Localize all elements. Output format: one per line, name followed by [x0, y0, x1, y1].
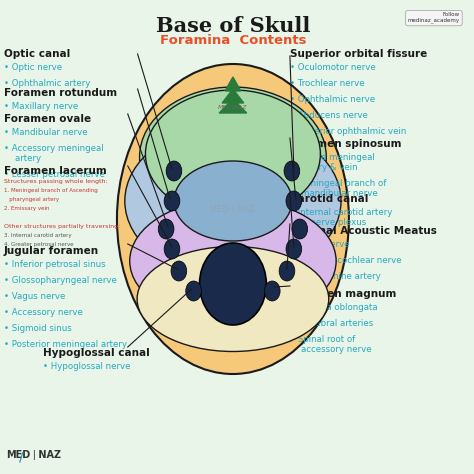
Text: Foramen spinosum: Foramen spinosum: [290, 139, 401, 149]
Ellipse shape: [166, 161, 182, 181]
Text: • Ophthalmic artery: • Ophthalmic artery: [4, 79, 91, 88]
Text: Foramina  Contents: Foramina Contents: [160, 34, 306, 47]
Text: & nerve plexus: & nerve plexus: [290, 218, 366, 227]
Ellipse shape: [164, 239, 180, 259]
Text: • Ophthalmic nerve: • Ophthalmic nerve: [290, 95, 375, 104]
Text: • Superior ophthalmic vein: • Superior ophthalmic vein: [290, 127, 406, 136]
Text: • Vagus nerve: • Vagus nerve: [4, 292, 65, 301]
Text: • Mandibular nerve: • Mandibular nerve: [4, 128, 88, 137]
Text: pharyngeal artery: pharyngeal artery: [4, 197, 59, 202]
Text: Structures passing whole length:: Structures passing whole length:: [4, 179, 108, 184]
Text: • Internal carotid artery: • Internal carotid artery: [290, 208, 392, 217]
Text: • Middle meningeal: • Middle meningeal: [290, 153, 374, 162]
Text: MED | NAZ: MED | NAZ: [210, 204, 255, 213]
Text: /: /: [19, 451, 24, 464]
Ellipse shape: [286, 191, 302, 211]
Text: Optic canal: Optic canal: [4, 49, 70, 59]
Text: accessory nerve: accessory nerve: [290, 345, 372, 354]
Text: • Accessory meningeal: • Accessory meningeal: [4, 144, 103, 153]
Text: mandibular nerve: mandibular nerve: [290, 189, 378, 198]
Text: • Sigmoid sinus: • Sigmoid sinus: [4, 324, 72, 333]
Polygon shape: [222, 89, 244, 103]
Text: MED❘NAZ: MED❘NAZ: [6, 450, 61, 460]
Text: Superior orbital fissure: Superior orbital fissure: [290, 49, 427, 59]
Ellipse shape: [125, 124, 341, 279]
Text: Foramen rotundum: Foramen rotundum: [4, 88, 117, 98]
Ellipse shape: [146, 90, 320, 218]
Text: MED|NAZ: MED|NAZ: [218, 104, 248, 110]
Ellipse shape: [164, 191, 180, 211]
Ellipse shape: [139, 87, 326, 227]
Text: • Lesser petrosal nerve: • Lesser petrosal nerve: [4, 170, 105, 179]
Ellipse shape: [130, 199, 336, 323]
Text: Carotid canal: Carotid canal: [290, 194, 368, 204]
Ellipse shape: [137, 246, 329, 352]
Text: • Vestibulocochlear nerve: • Vestibulocochlear nerve: [290, 256, 401, 265]
Ellipse shape: [200, 243, 266, 325]
Text: 2. Emissary vein: 2. Emissary vein: [4, 206, 49, 211]
Text: • Abducens nerve: • Abducens nerve: [290, 111, 368, 120]
Text: • Glossopharyngeal nerve: • Glossopharyngeal nerve: [4, 276, 117, 285]
Ellipse shape: [171, 261, 187, 281]
Text: • Oculomotor nerve: • Oculomotor nerve: [290, 63, 376, 72]
Ellipse shape: [158, 219, 174, 239]
Text: • Labyrinthine artery: • Labyrinthine artery: [290, 272, 381, 281]
Text: Foramen lacerum: Foramen lacerum: [4, 166, 107, 176]
Text: • Hypoglossal nerve: • Hypoglossal nerve: [43, 362, 131, 371]
Ellipse shape: [186, 281, 201, 301]
Ellipse shape: [174, 161, 292, 241]
Text: Internal Acoustic Meatus: Internal Acoustic Meatus: [290, 226, 437, 236]
Polygon shape: [219, 99, 246, 113]
Text: • Accessory nerve: • Accessory nerve: [4, 308, 83, 317]
Text: 3. Internal carotid artery: 3. Internal carotid artery: [4, 233, 72, 238]
Text: • Trochlear nerve: • Trochlear nerve: [290, 79, 365, 88]
Ellipse shape: [292, 219, 308, 239]
Ellipse shape: [264, 281, 280, 301]
Text: • Vertebral arteries: • Vertebral arteries: [290, 319, 373, 328]
Text: Hypoglossal canal: Hypoglossal canal: [43, 348, 150, 358]
Text: Base of Skull: Base of Skull: [156, 16, 310, 36]
Text: • Posterior meningeal artery: • Posterior meningeal artery: [4, 340, 127, 349]
Text: • Optic nerve: • Optic nerve: [4, 63, 62, 72]
Text: Other structures partially traversing:: Other structures partially traversing:: [4, 224, 120, 229]
Ellipse shape: [117, 64, 349, 374]
Text: 1. Meningeal branch of Ascending: 1. Meningeal branch of Ascending: [4, 188, 98, 193]
Text: • Spinal root of: • Spinal root of: [290, 335, 355, 344]
Text: artery: artery: [4, 154, 41, 163]
Polygon shape: [225, 77, 241, 91]
Text: • Meningeal branch of: • Meningeal branch of: [290, 179, 386, 188]
Text: • Medulla oblongata: • Medulla oblongata: [290, 303, 378, 312]
Text: • Maxillary nerve: • Maxillary nerve: [4, 102, 78, 111]
Text: • Inferior petrosal sinus: • Inferior petrosal sinus: [4, 260, 106, 269]
Text: Jugular foramen: Jugular foramen: [4, 246, 99, 256]
Text: artery & vein: artery & vein: [290, 163, 357, 172]
Text: • Facial nerve: • Facial nerve: [290, 240, 349, 249]
Text: Foramen ovale: Foramen ovale: [4, 114, 91, 124]
Ellipse shape: [286, 239, 302, 259]
Text: Follow
medinaz_academy: Follow medinaz_academy: [408, 12, 460, 24]
Ellipse shape: [284, 161, 300, 181]
Text: Foramen magnum: Foramen magnum: [290, 289, 396, 299]
Text: 4. Greater petrosal nerve: 4. Greater petrosal nerve: [4, 242, 73, 247]
Ellipse shape: [279, 261, 295, 281]
